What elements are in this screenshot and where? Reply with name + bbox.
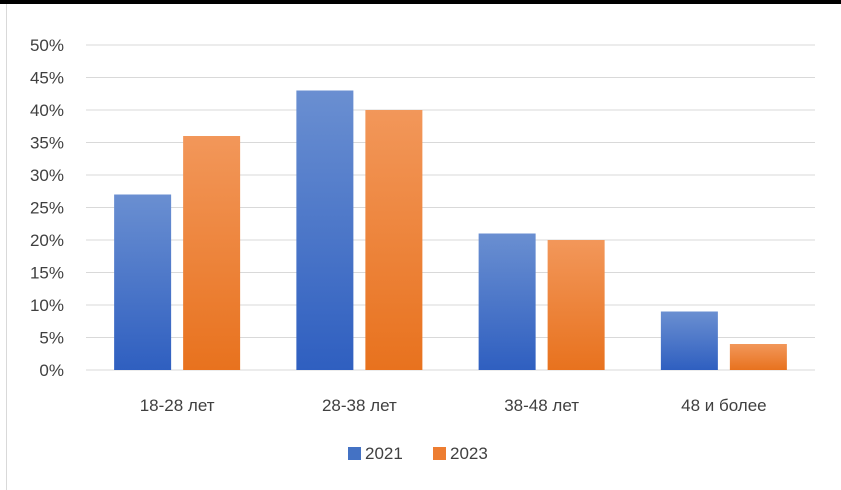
y-tick-label: 40%	[30, 101, 64, 120]
y-tick-label: 20%	[30, 231, 64, 250]
legend-swatch-2023	[433, 447, 446, 460]
bar-2021-3	[660, 311, 718, 370]
bar-2023-0	[183, 136, 241, 370]
y-tick-label: 15%	[30, 264, 64, 283]
bars	[114, 90, 787, 370]
bar-2023-1	[365, 110, 423, 370]
legend-label-2021: 2021	[365, 444, 403, 463]
y-axis-tick-labels: 0% 5% 10% 15% 20% 25% 30% 35% 40% 45% 50%	[30, 36, 64, 380]
y-tick-label: 30%	[30, 166, 64, 185]
bar-2021-0	[114, 194, 172, 370]
bar-2021-2	[478, 233, 536, 370]
x-tick-label: 28-38 лет	[322, 396, 397, 415]
bar-2021-1	[296, 90, 354, 370]
y-tick-label: 10%	[30, 296, 64, 315]
legend: 2021 2023	[348, 444, 488, 463]
x-tick-label: 48 и более	[681, 396, 767, 415]
y-tick-label: 50%	[30, 36, 64, 55]
y-tick-label: 45%	[30, 69, 64, 88]
y-tick-label: 35%	[30, 134, 64, 153]
y-tick-label: 5%	[39, 329, 64, 348]
x-tick-label: 18-28 лет	[140, 396, 215, 415]
gridlines	[86, 44, 815, 371]
legend-label-2023: 2023	[450, 444, 488, 463]
x-axis-tick-labels: 18-28 лет 28-38 лет 38-48 лет 48 и более	[140, 396, 767, 415]
x-tick-label: 38-48 лет	[504, 396, 579, 415]
top-border-line	[0, 0, 841, 4]
bar-2023-3	[729, 344, 787, 370]
y-tick-label: 0%	[39, 361, 64, 380]
y-tick-label: 25%	[30, 199, 64, 218]
left-border-line	[6, 4, 7, 490]
bar-2023-2	[547, 240, 605, 370]
legend-swatch-2021	[348, 447, 361, 460]
